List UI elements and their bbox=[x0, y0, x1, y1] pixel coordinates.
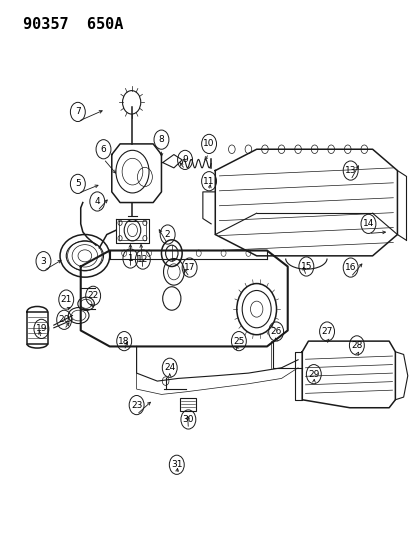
Text: 29: 29 bbox=[307, 370, 319, 378]
Text: 18: 18 bbox=[118, 337, 130, 345]
Text: 9: 9 bbox=[182, 156, 188, 164]
Text: 2: 2 bbox=[164, 230, 170, 239]
Text: 14: 14 bbox=[362, 220, 373, 228]
Text: 3: 3 bbox=[40, 257, 46, 265]
Text: 31: 31 bbox=[171, 461, 182, 469]
Text: 22: 22 bbox=[87, 292, 99, 300]
Text: 20: 20 bbox=[58, 316, 70, 324]
Text: 17: 17 bbox=[183, 263, 195, 272]
Text: 90357  650A: 90357 650A bbox=[23, 17, 123, 32]
Text: 21: 21 bbox=[60, 295, 72, 304]
Text: 19: 19 bbox=[36, 325, 47, 333]
Text: 12: 12 bbox=[137, 255, 148, 264]
Text: 24: 24 bbox=[164, 364, 175, 372]
Text: 6: 6 bbox=[100, 145, 106, 154]
Text: 28: 28 bbox=[350, 341, 362, 350]
Text: 26: 26 bbox=[270, 327, 281, 336]
Text: 30: 30 bbox=[182, 415, 194, 424]
Text: 10: 10 bbox=[203, 140, 214, 148]
Text: 1: 1 bbox=[127, 254, 133, 263]
Text: 25: 25 bbox=[233, 337, 244, 345]
Bar bbox=[180, 398, 195, 411]
Text: 7: 7 bbox=[75, 108, 81, 116]
Text: 13: 13 bbox=[344, 166, 356, 175]
Text: 16: 16 bbox=[344, 263, 356, 272]
Text: 5: 5 bbox=[75, 180, 81, 188]
Text: 27: 27 bbox=[320, 327, 332, 336]
Text: 8: 8 bbox=[158, 135, 164, 144]
Text: 23: 23 bbox=[131, 401, 142, 409]
Text: 15: 15 bbox=[300, 262, 311, 271]
Text: 11: 11 bbox=[203, 177, 214, 185]
Text: 4: 4 bbox=[94, 197, 100, 206]
